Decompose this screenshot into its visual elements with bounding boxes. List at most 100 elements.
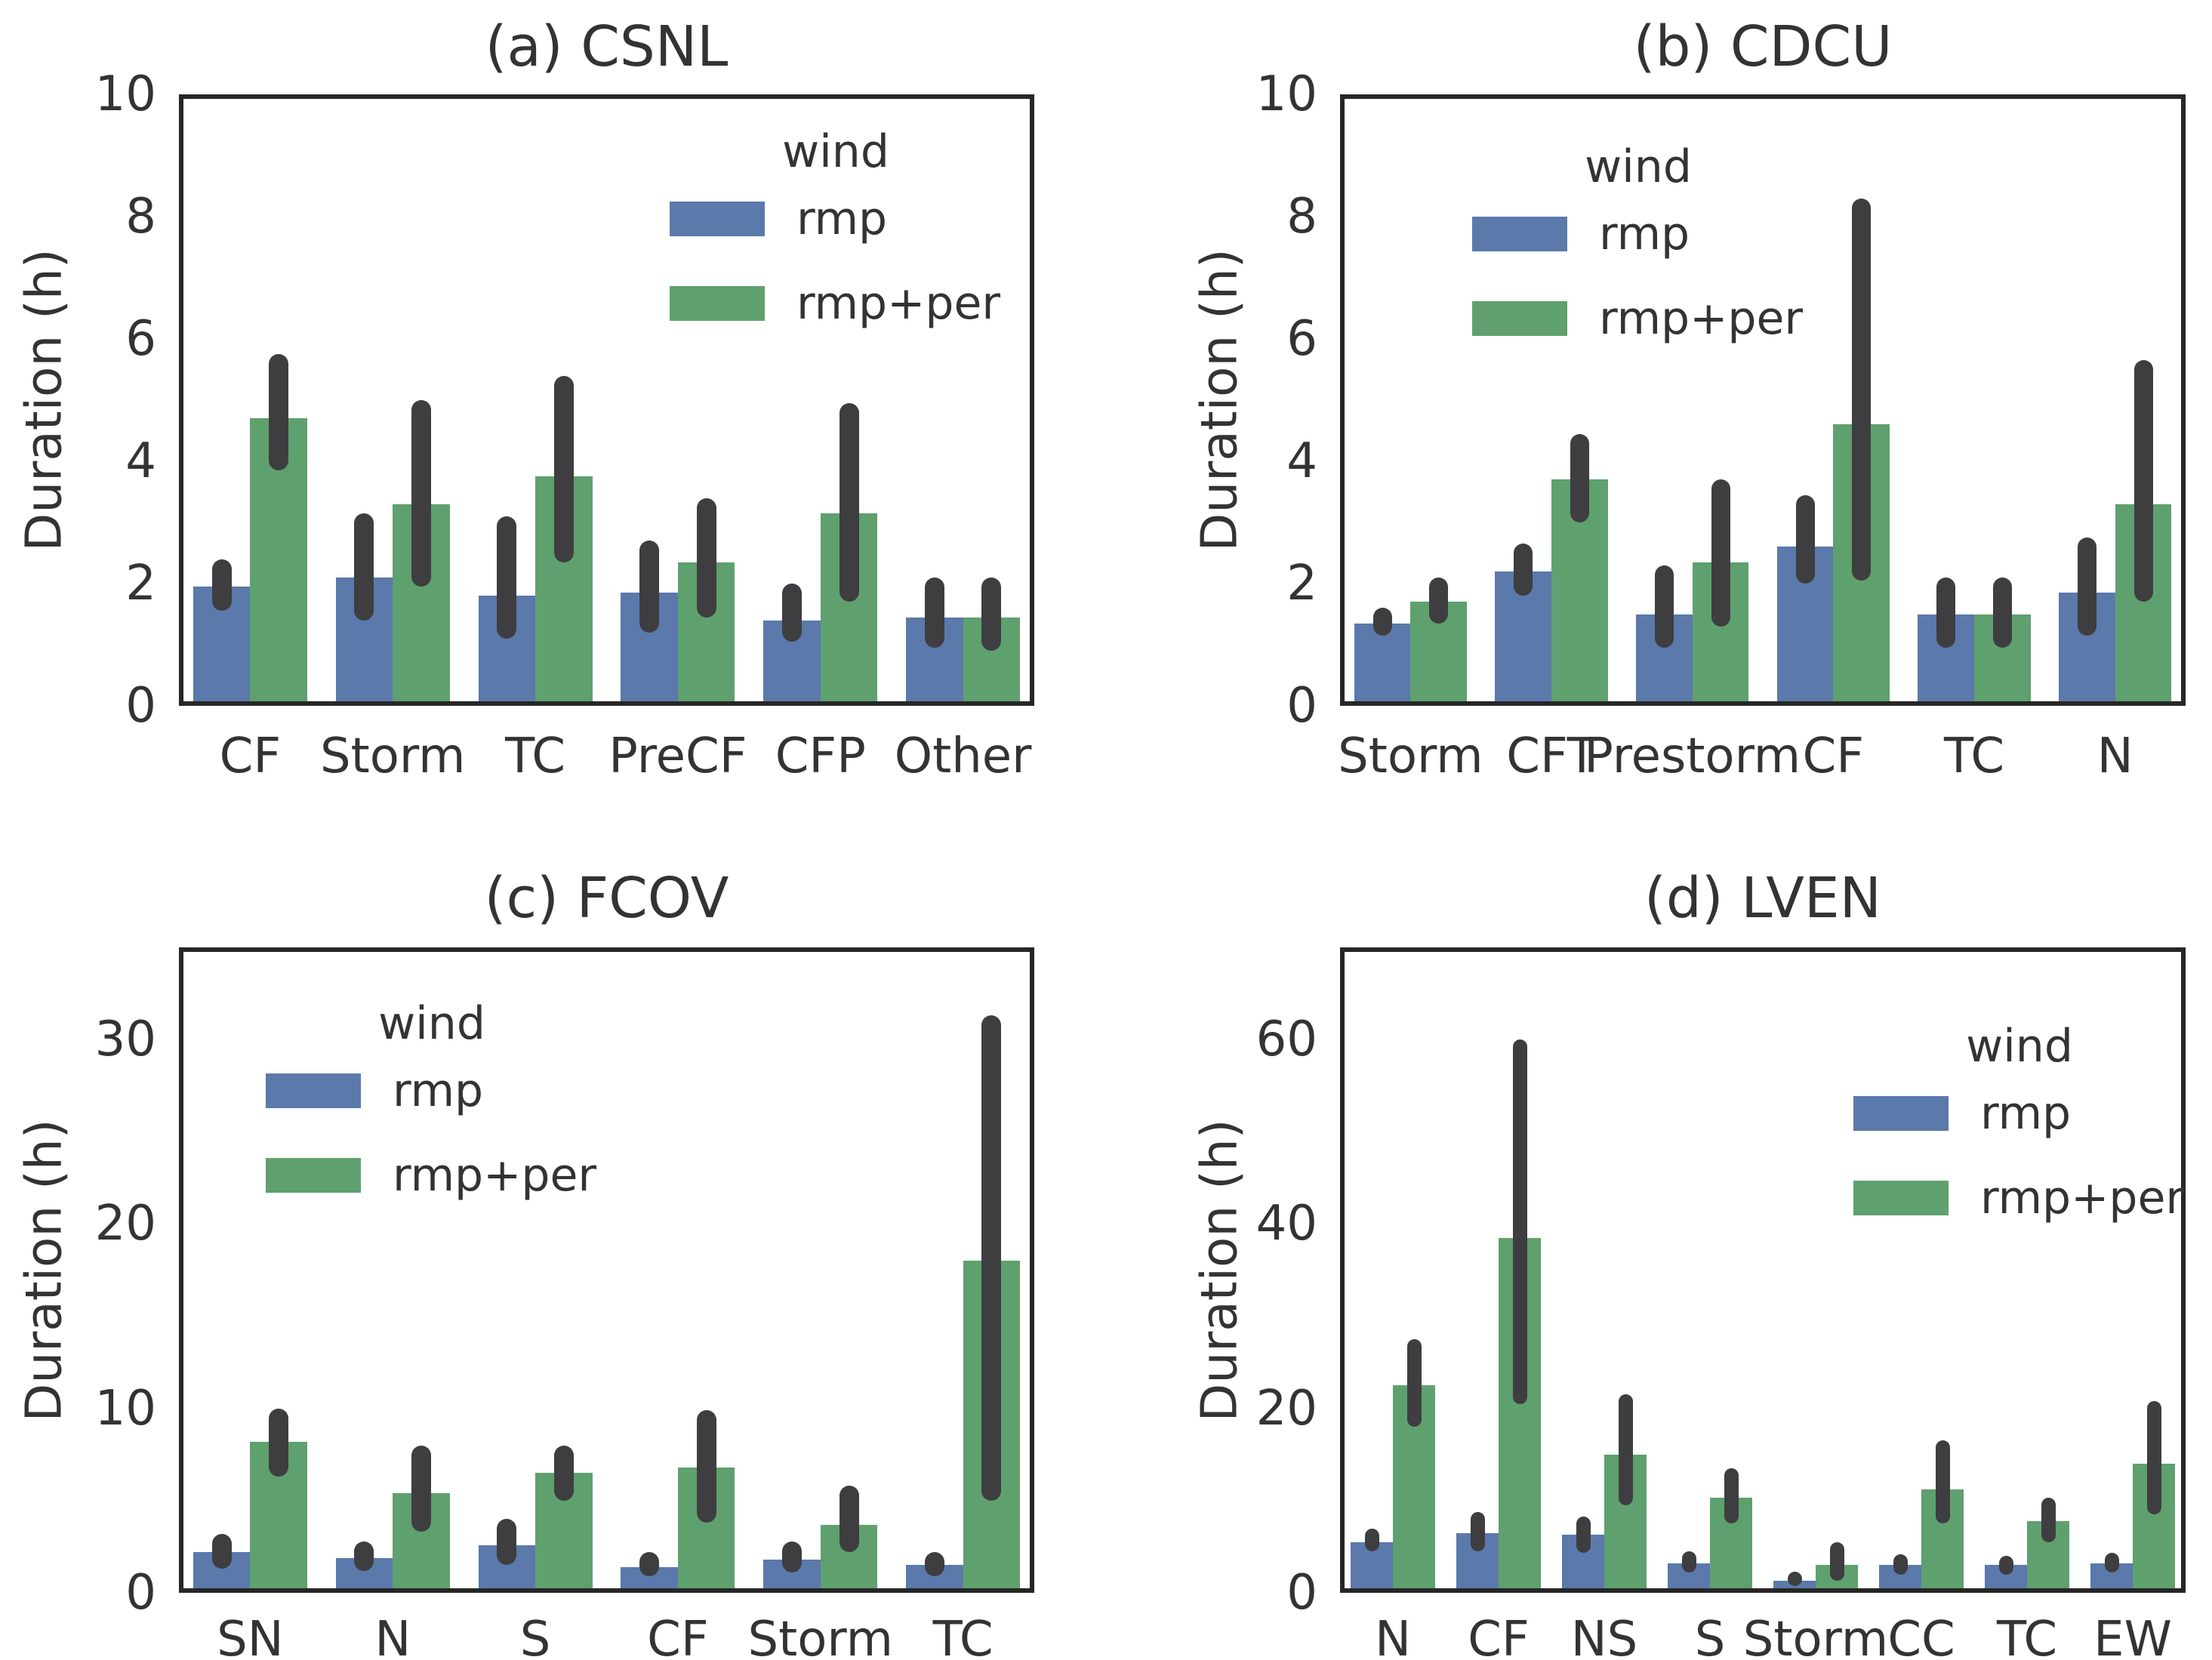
legend-item: rmp — [266, 1064, 598, 1117]
legend-swatch-rmp — [1853, 1096, 1949, 1131]
x-tick-label: CF — [1802, 728, 1865, 784]
error-bar — [411, 400, 432, 587]
legend-item-label: rmp — [796, 192, 888, 245]
plot-area — [179, 94, 1034, 706]
y-tick-label: 0 — [1286, 678, 1317, 734]
y-tick-label: 10 — [94, 1380, 156, 1437]
error-bar — [2077, 537, 2096, 636]
error-bar — [1570, 433, 1589, 522]
error-bar — [2104, 1553, 2119, 1573]
legend-title: wind — [378, 997, 485, 1050]
x-tick-label: SN — [217, 1612, 284, 1660]
legend-item-label: rmp+per — [796, 277, 1001, 330]
error-bar — [497, 1519, 517, 1566]
x-tick-label: TC — [1996, 1612, 2058, 1660]
error-bar — [639, 1552, 660, 1576]
panel-title: (b) CDCU — [1633, 14, 1893, 79]
error-bar — [1852, 198, 1872, 581]
plot-area — [1340, 947, 2186, 1593]
y-tick-label: 10 — [1255, 66, 1317, 122]
x-tick-label: S — [1694, 1612, 1726, 1660]
error-bar — [269, 354, 289, 471]
error-bar — [1724, 1468, 1739, 1524]
y-tick-label: 2 — [125, 556, 156, 611]
legend-swatch-rmp-per — [1853, 1181, 1949, 1215]
legend-item: rmp+per — [670, 277, 1002, 330]
plot-area — [179, 947, 1034, 1593]
panel-title: (a) CSNL — [485, 14, 729, 79]
error-bar — [1935, 1440, 1950, 1524]
error-bar — [2041, 1498, 2056, 1542]
legend-item-label: rmp — [393, 1064, 484, 1117]
error-bar — [1364, 1528, 1379, 1552]
x-tick-label: PreCF — [608, 728, 747, 784]
error-bar — [781, 1541, 802, 1573]
error-bar — [553, 1445, 574, 1501]
error-bar — [1514, 544, 1533, 596]
y-tick-label: 6 — [125, 311, 156, 367]
y-tick-label: 60 — [1255, 1012, 1317, 1068]
error-bar — [1893, 1554, 1908, 1575]
x-tick-label: Storm — [320, 728, 466, 784]
x-tick-label: EW — [2093, 1612, 2172, 1660]
legend: wind rmp rmp+per — [670, 125, 1002, 362]
y-tick-label: 30 — [94, 1012, 156, 1068]
y-tick-label: 2 — [1286, 556, 1317, 611]
x-tick-label: CF — [219, 728, 282, 784]
x-tick-label: TC — [505, 728, 566, 784]
panel-title: (d) LVEN — [1644, 866, 1882, 931]
y-tick-label: 4 — [125, 433, 156, 489]
legend: wind rmp rmp+per — [266, 996, 598, 1233]
y-tick-label: 40 — [1255, 1196, 1317, 1252]
x-tick-label: NS — [1570, 1612, 1638, 1660]
error-bar — [1936, 577, 1956, 648]
bar-rmp — [1354, 623, 1411, 706]
error-bar — [1829, 1541, 1844, 1581]
error-bar — [1654, 565, 1674, 648]
y-tick-label: 10 — [94, 66, 156, 122]
y-tick-label: 20 — [94, 1196, 156, 1252]
x-tick-label: Storm — [747, 1612, 893, 1660]
y-tick-label: 0 — [125, 678, 156, 734]
y-tick-label: 20 — [1255, 1380, 1317, 1437]
x-tick-label: CFP — [775, 728, 866, 784]
legend-item-label: rmp — [1599, 208, 1690, 260]
error-bar — [1406, 1339, 1422, 1427]
error-bar — [553, 375, 574, 562]
legend-item: rmp — [1472, 208, 1804, 260]
y-tick-label: 6 — [1286, 311, 1317, 367]
legend: wind rmp rmp+per — [1472, 140, 1804, 377]
y-tick-label: 0 — [125, 1565, 156, 1621]
error-bar — [211, 1533, 232, 1569]
x-tick-label: CC — [1887, 1612, 1955, 1660]
x-tick-label: Storm — [1742, 1612, 1889, 1660]
y-tick-label: 0 — [1286, 1565, 1317, 1621]
error-bar — [1429, 577, 1449, 624]
error-bar — [1992, 577, 2012, 648]
error-bar — [354, 513, 374, 621]
x-tick-label: CF — [1468, 1612, 1530, 1660]
error-bar — [269, 1408, 289, 1477]
x-tick-label: CF — [647, 1612, 709, 1660]
error-bar — [1576, 1516, 1591, 1554]
legend-swatch-rmp — [670, 202, 765, 236]
y-tick-label: 8 — [125, 189, 156, 245]
legend-swatch-rmp-per — [670, 286, 765, 321]
legend-title: wind — [782, 125, 889, 178]
error-bar — [924, 1552, 944, 1576]
y-axis-label: Duration (h) — [1190, 1119, 1249, 1421]
legend-item: rmp+per — [1472, 292, 1804, 345]
panel-title: (c) FCOV — [484, 866, 729, 931]
legend-item: rmp — [1853, 1087, 2186, 1140]
legend-item: rmp — [670, 192, 1002, 245]
error-bar — [211, 559, 232, 611]
error-bar — [2133, 360, 2153, 602]
error-bar — [354, 1541, 374, 1571]
error-bar — [411, 1445, 432, 1532]
x-tick-label: N — [2096, 728, 2133, 784]
x-tick-label: N — [374, 1612, 411, 1660]
